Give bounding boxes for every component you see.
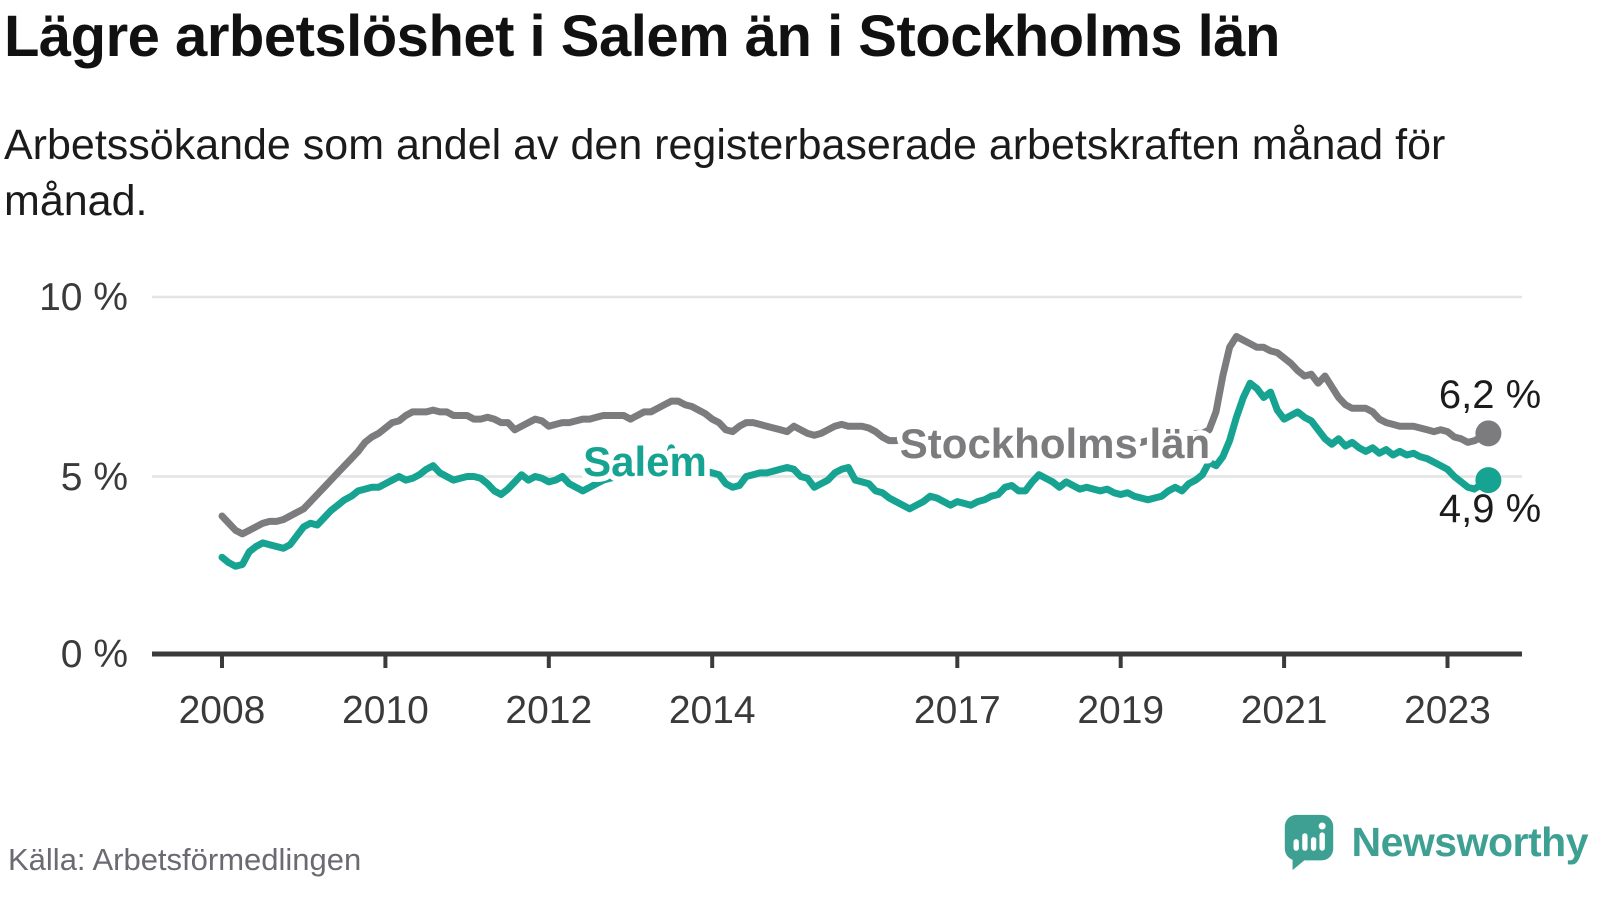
x-tick-label: 2008 <box>179 689 266 732</box>
end-dots <box>1475 420 1502 494</box>
series-lines <box>218 333 1492 570</box>
x-tick-label: 2012 <box>505 689 592 732</box>
end-dot-salem <box>1475 467 1502 494</box>
x-tick-labels: 2008 2010 2012 2014 2017 2019 2021 2023 <box>179 689 1491 732</box>
x-tick-label: 2010 <box>342 689 429 732</box>
y-tick-label: 5 % <box>61 456 128 499</box>
series-label-salem: Salem <box>583 438 707 485</box>
gridlines <box>152 295 1522 478</box>
x-tick-label: 2014 <box>669 689 756 732</box>
brand-name: Newsworthy <box>1351 818 1589 865</box>
source-note: Källa: Arbetsförmedlingen <box>8 842 362 877</box>
end-dot-stockholms-l-n <box>1475 420 1502 447</box>
end-value-label-salem: 4,9 % <box>1439 487 1541 531</box>
brand: Newsworthy <box>1280 812 1589 872</box>
x-tick-label: 2017 <box>914 689 1001 732</box>
y-tick-labels: 10 % 5 % 0 % <box>39 276 128 676</box>
y-tick-label: 10 % <box>39 276 128 319</box>
page-subtitle: Arbetssökande som andel av den registerb… <box>4 121 1446 225</box>
x-tick-label: 2021 <box>1241 689 1328 732</box>
series-line-salem <box>218 379 1492 570</box>
speech-bubble-bar-chart-icon <box>1284 814 1333 871</box>
x-tick-marks <box>220 654 1450 668</box>
end-value-label-stockholms-lan: 6,2 % <box>1439 373 1541 417</box>
y-tick-label: 0 % <box>61 633 128 676</box>
page-title: Lägre arbetslöshet i Salem än i Stockhol… <box>4 4 1280 69</box>
series-label-stockholms-lan: Stockholms län <box>900 420 1210 467</box>
series-line-stockholms-l-n <box>218 333 1492 538</box>
x-tick-label: 2019 <box>1077 689 1164 732</box>
x-tick-label: 2023 <box>1404 689 1491 732</box>
